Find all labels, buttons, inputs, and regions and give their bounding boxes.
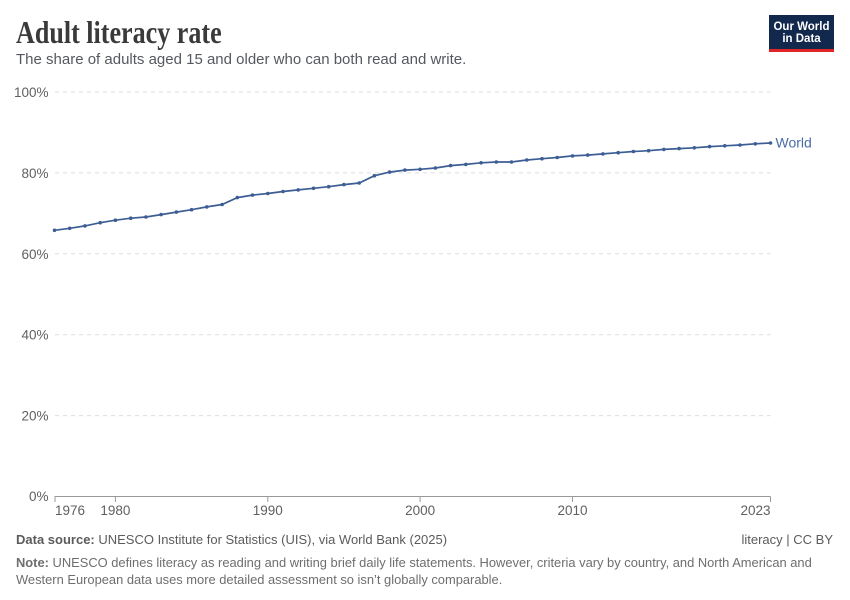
svg-text:1980: 1980 [100, 503, 130, 518]
svg-text:World: World [776, 135, 812, 151]
svg-text:2023: 2023 [740, 503, 770, 518]
svg-text:2000: 2000 [405, 503, 435, 518]
svg-text:1990: 1990 [253, 503, 283, 518]
svg-text:1976: 1976 [55, 503, 85, 518]
svg-text:2010: 2010 [557, 503, 587, 518]
svg-text:20%: 20% [21, 409, 48, 424]
svg-text:60%: 60% [21, 247, 48, 262]
svg-text:40%: 40% [21, 328, 48, 343]
svg-text:80%: 80% [21, 166, 48, 181]
svg-text:0%: 0% [29, 489, 49, 504]
svg-text:100%: 100% [14, 85, 49, 100]
